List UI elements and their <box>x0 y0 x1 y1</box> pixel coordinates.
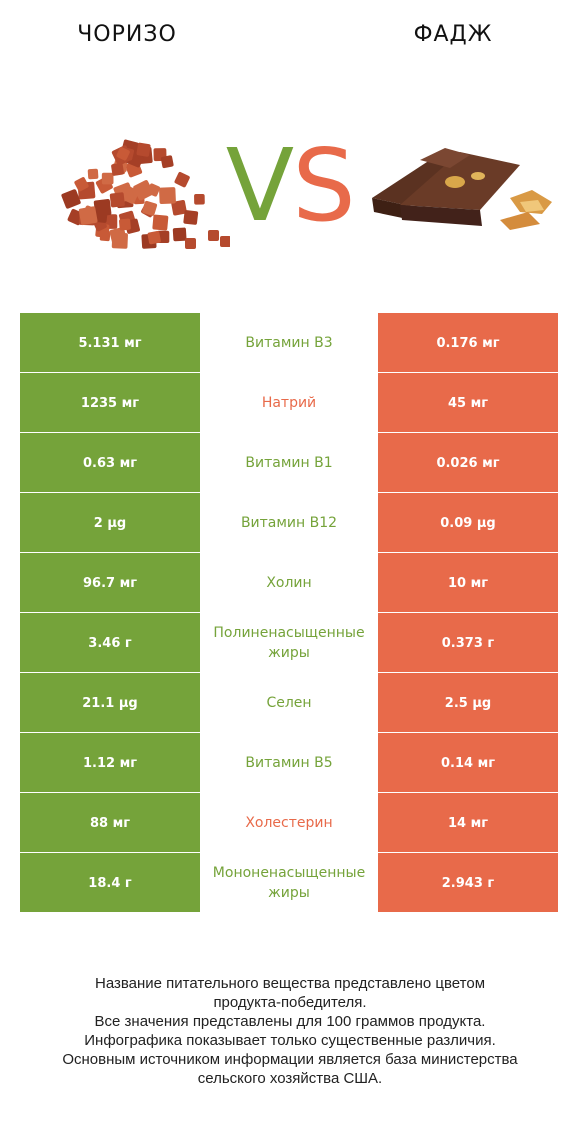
chorizo-cube <box>133 180 154 201</box>
chorizo-cube <box>185 238 196 249</box>
chorizo-cube <box>194 193 205 205</box>
right-value-cell: 10 мг <box>378 553 558 613</box>
chorizo-cube <box>183 210 199 225</box>
chorizo-cube <box>109 192 125 208</box>
left-value-cell: 2 µg <box>20 493 200 553</box>
left-value-cell: 1.12 мг <box>20 733 200 793</box>
right-value-cell: 45 мг <box>378 373 558 433</box>
right-value-cell: 0.373 г <box>378 613 558 673</box>
table-row: 88 мг Холестерин 14 мг <box>20 793 558 853</box>
footer-line: Название питательного вещества представл… <box>94 975 486 992</box>
chorizo-cube <box>99 230 111 242</box>
footer-line: Все значения представлены для 100 граммо… <box>94 1013 486 1030</box>
chorizo-cube <box>152 214 169 231</box>
vs-left-letter: V <box>226 132 294 232</box>
left-value-cell: 18.4 г <box>20 853 200 913</box>
chorizo-cube <box>220 236 230 247</box>
table-row: 0.63 мг Витамин B1 0.026 мг <box>20 433 558 493</box>
chorizo-cube <box>78 206 98 226</box>
table-row: 21.1 µg Селен 2.5 µg <box>20 673 558 733</box>
left-value-cell: 1235 мг <box>20 373 200 433</box>
chorizo-cube <box>142 200 158 216</box>
left-value-cell: 5.131 мг <box>20 313 200 373</box>
nutrient-name-cell: Натрий <box>200 373 378 433</box>
chorizo-cube <box>111 232 128 249</box>
nutrient-name-cell: Витамин B3 <box>200 313 378 373</box>
chorizo-cube <box>61 189 81 209</box>
chorizo-cube <box>174 172 190 188</box>
chorizo-cube <box>171 200 187 216</box>
vs-logo: V S <box>226 132 356 232</box>
chorizo-cube <box>101 172 114 185</box>
nutrient-name-cell: Селен <box>200 673 378 733</box>
footer-line: продукта-победителя. <box>213 994 367 1011</box>
nutrient-name: Витамин B12 <box>240 514 338 531</box>
table-row: 3.46 г Полиненасыщенные жиры 0.373 г <box>20 613 558 673</box>
nutrient-name-cell: Витамин B12 <box>200 493 378 553</box>
footer-line: Основным источником информации является … <box>62 1051 518 1068</box>
footer-line: сельского хозяйства США. <box>197 1070 383 1087</box>
nutrient-name: Витамин B5 <box>245 754 333 771</box>
chorizo-cube <box>119 218 131 231</box>
nutrient-name: Холестерин <box>245 814 333 831</box>
left-value-cell: 21.1 µg <box>20 673 200 733</box>
nutrient-name: Холин <box>266 574 312 591</box>
table-row: 1.12 мг Витамин B5 0.14 мг <box>20 733 558 793</box>
chorizo-cube <box>116 147 130 161</box>
table-row: 1235 мг Натрий 45 мг <box>20 373 558 433</box>
footer-line: Инфографика показывает только существенн… <box>84 1032 496 1049</box>
chorizo-cube <box>160 155 174 169</box>
nutrient-name-cell: Полиненасыщенные жиры <box>200 613 378 673</box>
left-value-cell: 96.7 мг <box>20 553 200 613</box>
chorizo-cube <box>111 163 124 176</box>
nutrient-name: Натрий <box>261 394 317 411</box>
fudge-image <box>372 148 552 230</box>
chorizo-cube <box>147 230 161 245</box>
nutrient-name: Витамин B1 <box>245 454 333 471</box>
right-value-cell: 0.09 µg <box>378 493 558 553</box>
nutrient-name: Полиненасыщенные жиры <box>213 624 365 661</box>
right-value-cell: 2.943 г <box>378 853 558 913</box>
chorizo-cube <box>208 230 219 241</box>
chorizo-cube <box>172 227 187 242</box>
nutrient-name-cell: Холестерин <box>200 793 378 853</box>
chorizo-cube <box>136 142 151 157</box>
chorizo-cube <box>87 168 99 180</box>
table-row: 18.4 г Мононенасыщенные жиры 2.943 г <box>20 853 558 913</box>
nutrient-name: Селен <box>266 694 312 711</box>
table-row: 2 µg Витамин B12 0.09 µg <box>20 493 558 553</box>
left-value-cell: 3.46 г <box>20 613 200 673</box>
table-row: 5.131 мг Витамин B3 0.176 мг <box>20 313 558 373</box>
chorizo-cube <box>74 177 89 192</box>
right-product-title: ФАДЖ <box>413 22 493 47</box>
nutrient-name: Витамин B3 <box>245 334 333 351</box>
comparison-table: 5.131 мг Витамин B3 0.176 мг 1235 мг Натрий 4… <box>20 313 558 913</box>
right-value-cell: 0.026 мг <box>378 433 558 493</box>
right-value-cell: 14 мг <box>378 793 558 853</box>
chorizo-image <box>61 139 230 249</box>
right-value-cell: 0.14 мг <box>378 733 558 793</box>
nutrient-name: Мононенасыщенные жиры <box>212 864 366 901</box>
chorizo-cube <box>93 198 112 217</box>
table-row: 96.7 мг Холин 10 мг <box>20 553 558 613</box>
left-value-cell: 0.63 мг <box>20 433 200 493</box>
nutrient-name-cell: Витамин B5 <box>200 733 378 793</box>
chorizo-cube <box>159 187 176 204</box>
vs-right-letter: S <box>292 132 355 232</box>
right-value-cell: 2.5 µg <box>378 673 558 733</box>
nutrient-name-cell: Мононенасыщенные жиры <box>200 853 378 913</box>
nutrient-name-cell: Холин <box>200 553 378 613</box>
footer-note: Название питательного вещества представл… <box>20 974 560 1088</box>
right-value-cell: 0.176 мг <box>378 313 558 373</box>
left-value-cell: 88 мг <box>20 793 200 853</box>
left-product-title: ЧОРИЗО <box>77 22 177 47</box>
nutrient-name-cell: Витамин B1 <box>200 433 378 493</box>
